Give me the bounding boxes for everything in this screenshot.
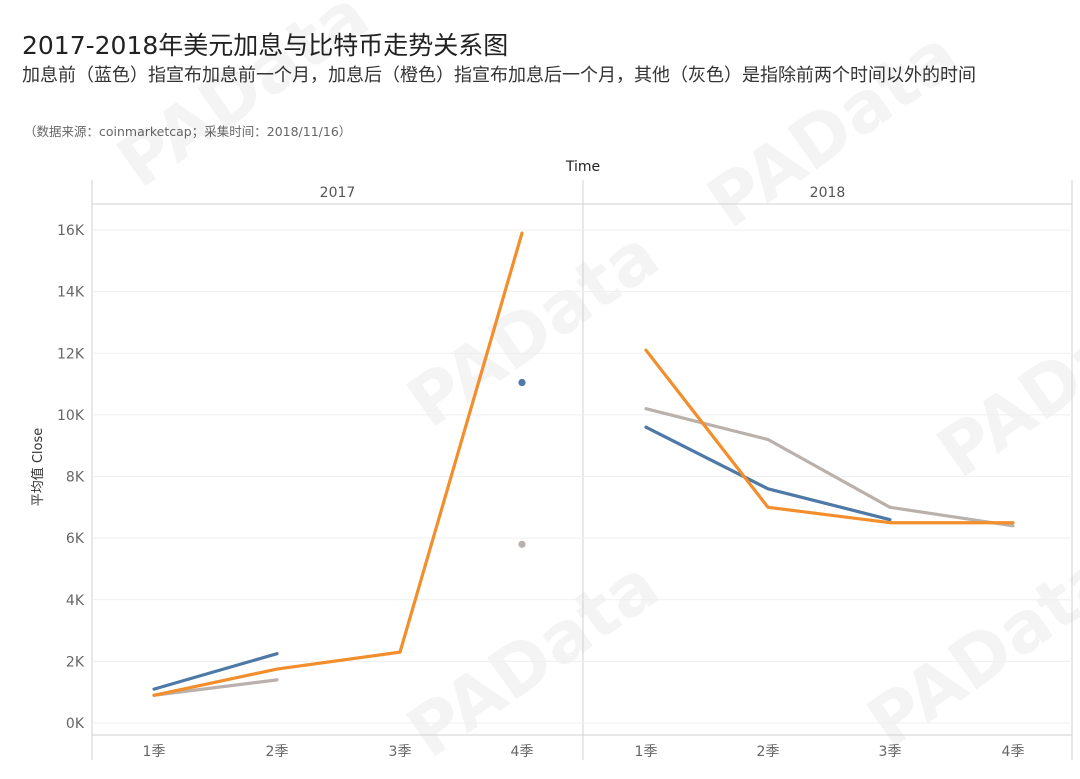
- series-line: [152, 652, 279, 691]
- watermark: PAData: [853, 533, 1080, 764]
- watermark: PAData: [103, 0, 384, 204]
- series-line: [644, 425, 892, 522]
- x-tick-label: 1季: [635, 744, 658, 760]
- watermark: PAData: [923, 263, 1080, 494]
- x-tick-label: 2季: [266, 744, 289, 760]
- x-tick-label: 1季: [143, 744, 166, 760]
- panel-header-2017: 2017: [320, 185, 356, 201]
- y-tick-label: 16K: [57, 223, 85, 239]
- axis-labels: Time 2017 2018 平均值 Close 0K 2K 4K 6K 8K 10K 12K 14K…: [30, 159, 1024, 760]
- chart-subtitle: 加息前（蓝色）指宣布加息前一个月，加息后（橙色）指宣布加息后一个月，其他（灰色）…: [22, 65, 976, 86]
- chart-title: 2017-2018年美元加息与比特币走势关系图: [22, 31, 509, 60]
- y-axis-title: 平均值 Close: [30, 428, 46, 507]
- watermark: PAData: [693, 13, 974, 244]
- series-line: [152, 678, 279, 697]
- y-tick-label: 8K: [66, 470, 85, 486]
- y-tick-label: 4K: [66, 593, 85, 609]
- series-line: [644, 348, 1015, 525]
- watermark: PAData: [393, 213, 674, 444]
- x-tick-label: 3季: [389, 744, 412, 760]
- y-tick-label: 2K: [66, 654, 85, 670]
- x-tick-label: 4季: [511, 744, 534, 760]
- watermark: PAData: [393, 543, 674, 774]
- series-line: [644, 407, 1015, 528]
- y-tick-label: 12K: [57, 346, 85, 362]
- series-line: [152, 231, 524, 697]
- y-tick-label: 0K: [66, 716, 85, 732]
- x-tick-label: 4季: [1002, 744, 1025, 760]
- panel-header-2018: 2018: [810, 185, 846, 201]
- x-axis-title: Time: [565, 159, 600, 175]
- y-tick-label: 6K: [66, 531, 85, 547]
- data-source-note: （数据来源：coinmarketcap；采集时间：2018/11/16）: [24, 124, 352, 139]
- y-tick-label: 10K: [57, 408, 85, 424]
- chart-frame: [91, 180, 1073, 760]
- series-point: [518, 540, 526, 548]
- x-tick-label: 3季: [879, 744, 902, 760]
- series-point: [518, 378, 526, 387]
- series-lines: [152, 231, 1015, 697]
- y-tick-label: 14K: [57, 285, 85, 301]
- x-tick-label: 2季: [757, 744, 780, 760]
